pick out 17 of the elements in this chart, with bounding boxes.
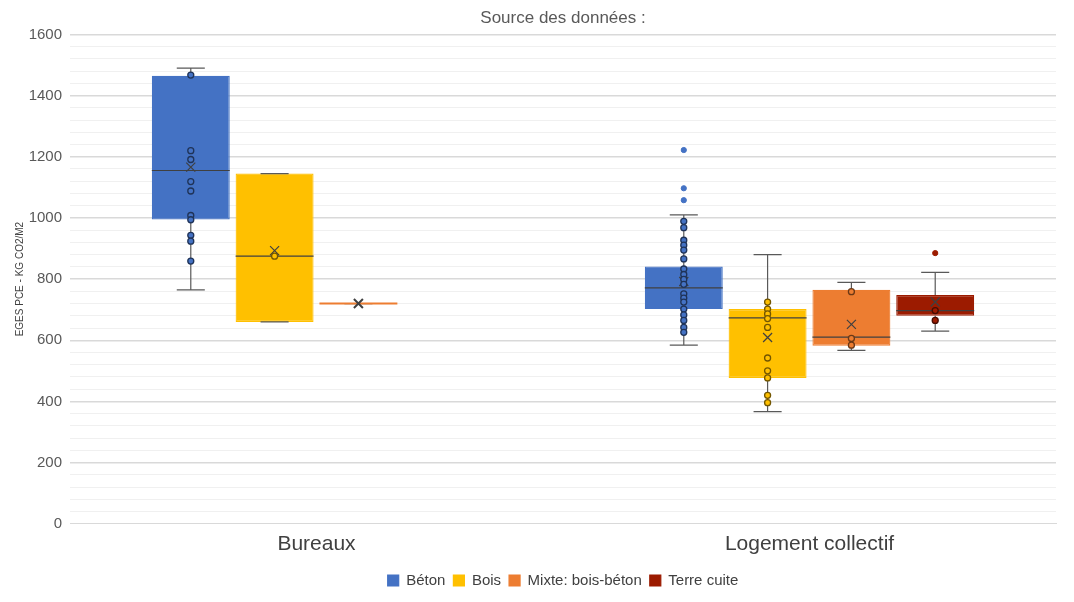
y-tick-label: 1200 (28, 146, 62, 164)
legend-label: Mixte: bois-béton (527, 570, 642, 588)
chart-subtitle: Source des données : (480, 7, 646, 27)
y-tick-label: 1600 (28, 24, 62, 42)
y-tick-label: 600 (36, 330, 62, 348)
x-tick-label: Logement collectif (724, 531, 895, 555)
legend-label: Bois (471, 570, 502, 588)
y-tick-label: 1000 (28, 208, 62, 226)
y-tick-label: 800 (36, 269, 62, 287)
y-axis-title: EGES PCE - KG CO2/M2 (13, 221, 25, 337)
y-tick-label: 400 (36, 391, 62, 409)
y-tick-label: 200 (36, 452, 62, 470)
x-tick-label: Bureaux (277, 531, 357, 555)
legend-label: Béton (406, 570, 446, 588)
y-tick-label: 0 (53, 513, 62, 531)
legend-label: Terre cuite (668, 570, 739, 588)
y-tick-label: 1400 (28, 85, 62, 103)
